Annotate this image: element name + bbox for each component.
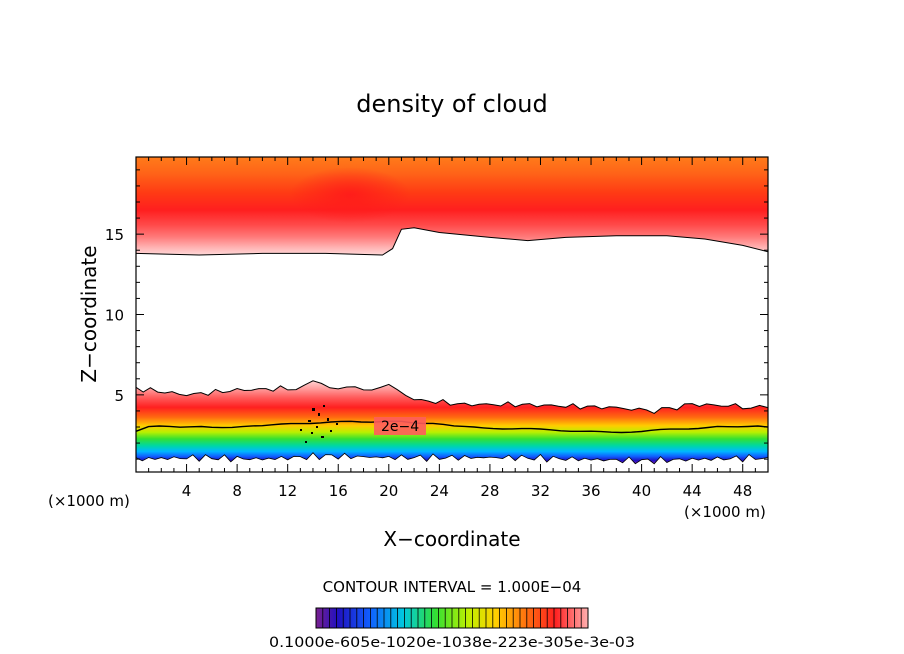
y-tick-label: 10 — [105, 307, 124, 325]
x-unit-right: (×1000 m) — [684, 503, 766, 521]
x-unit-left: (×1000 m) — [48, 492, 130, 510]
plot-area: 2e−4 — [136, 157, 768, 465]
contour-label-bg — [374, 417, 426, 435]
x-tick-label: 16 — [329, 482, 348, 500]
x-tick-label: 32 — [531, 482, 550, 500]
x-axis-label: X−coordinate — [383, 527, 520, 551]
colorbar-ticks — [322, 608, 582, 628]
x-tick-label: 48 — [733, 482, 752, 500]
x-tick-label: 44 — [683, 482, 702, 500]
x-tick-label: 28 — [480, 482, 499, 500]
contour-2e-4-line — [136, 420, 768, 434]
x-tick-label: 12 — [278, 482, 297, 500]
contour-label-2e-4: 2e−4 — [381, 419, 419, 435]
x-tick-label: 4 — [182, 482, 192, 500]
y-tick-label: 15 — [105, 226, 124, 244]
x-tick-label: 20 — [379, 482, 398, 500]
lower-cloud-top-contour — [136, 380, 768, 414]
contour-interval-text: CONTOUR INTERVAL = 1.000E−04 — [323, 578, 582, 596]
lower-cloud-base-contour — [136, 452, 768, 465]
axis-ticks — [136, 157, 768, 472]
x-tick-labels: 4 8 12 16 20 24 28 32 36 40 44 48 — [182, 482, 752, 500]
y-tick-labels: 5 10 15 — [105, 226, 124, 405]
x-tick-label: 24 — [430, 482, 449, 500]
y-tick-label: 5 — [114, 387, 124, 405]
upper-cloud-base-contour — [136, 227, 768, 256]
turbulent-speckle — [300, 405, 338, 443]
colorbar-labels: 0.1000e-605e-1020e-1038e-223e-305e-3e-03 — [269, 635, 635, 651]
x-tick-label: 40 — [632, 482, 651, 500]
upper-cloud-band — [136, 157, 768, 255]
x-tick-label: 8 — [232, 482, 242, 500]
chart-title: density of cloud — [356, 90, 547, 118]
y-axis-label: Z−coordinate — [77, 245, 101, 382]
lower-cloud-band — [136, 380, 768, 464]
x-tick-label: 36 — [581, 482, 600, 500]
colorbar-frame — [315, 607, 589, 629]
upper-cloud-core — [290, 167, 410, 223]
